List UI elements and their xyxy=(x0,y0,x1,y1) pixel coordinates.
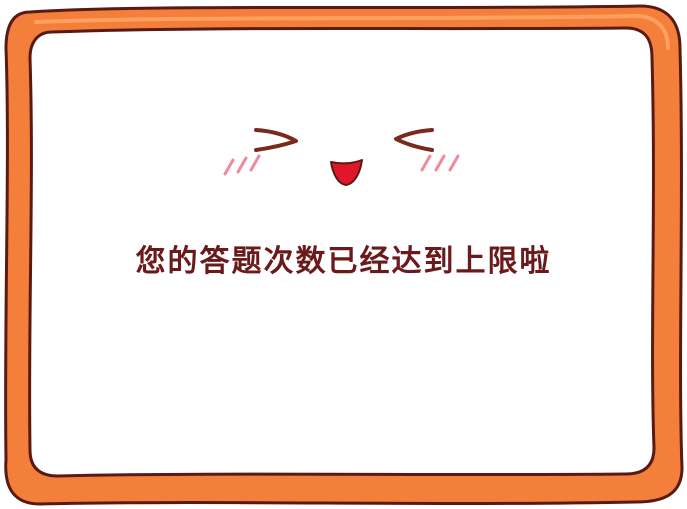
frame-panel xyxy=(28,26,656,478)
frame-highlight xyxy=(34,13,670,50)
limit-reached-message: 您的答题次数已经达到上限啦 xyxy=(135,244,552,279)
